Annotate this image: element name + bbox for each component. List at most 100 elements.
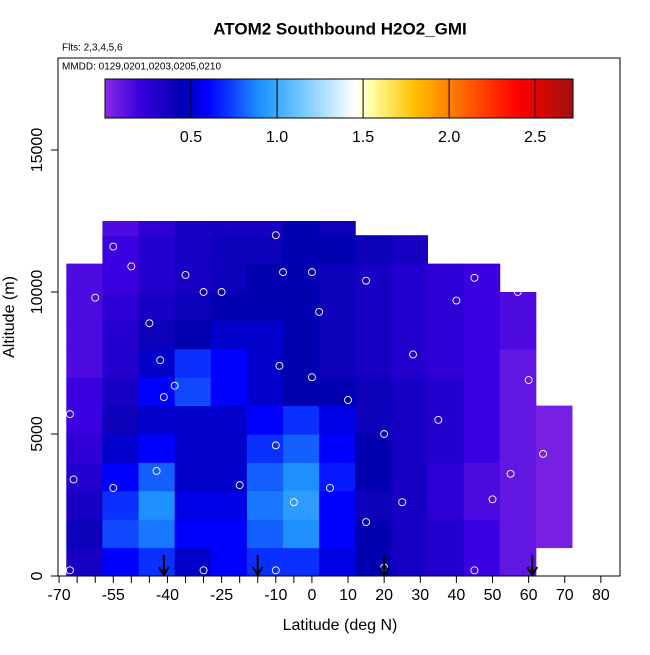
heat-cell [174,519,212,549]
heat-cell [102,377,140,407]
heat-cell [319,405,356,435]
heat-cell [391,462,428,492]
x-tick-label: 80 [592,587,610,604]
colorbar-tick-label: 1.0 [266,129,288,146]
heat-cell [174,462,212,492]
heat-cell [174,377,212,407]
heat-cell [427,547,465,577]
x-tick-label: -40 [156,587,179,604]
sample-point [344,395,352,404]
heat-cell [66,292,103,321]
heat-cell [499,348,537,378]
sample-point [217,288,226,296]
sample-point [326,484,334,492]
heat-cell [102,462,140,492]
heat-cell [210,377,248,407]
heat-cell [391,547,428,577]
x-tick-label: 30 [411,587,429,604]
heat-cell [463,547,501,577]
sample-point [506,469,515,478]
x-tick-label: 40 [447,587,465,604]
sample-point [279,268,287,277]
heat-cell [355,235,392,265]
heat-cell [246,263,284,293]
heat-cell [319,434,356,463]
sample-point [271,441,280,450]
heat-cell [355,292,392,321]
heat-cell [246,462,284,492]
heat-cell [66,490,103,520]
x-tick-label: 0 [307,587,316,604]
y-tick-label: 0 [29,571,46,580]
heat-cell [283,292,320,321]
heat-cell [174,348,212,378]
heat-cell [138,547,176,577]
heat-cell [535,405,573,435]
sample-point [199,566,208,575]
heat-cell [210,235,248,265]
sample-point [235,481,244,490]
heat-cell [138,405,176,435]
heat-cell [283,434,320,463]
x-tick-label: 20 [375,587,393,604]
sample-point [568,555,576,563]
sample-point [315,307,324,316]
heat-cell [319,377,356,407]
sample-point [91,293,100,302]
heat-cell [355,405,392,435]
heat-cell [283,547,320,577]
heat-cell [283,405,320,435]
sample-point [289,498,298,507]
sample-point [452,296,461,305]
heat-cell [66,377,103,407]
heat-cell [283,221,320,236]
heat-cell [391,490,428,520]
heat-cell [427,263,465,293]
heat-cell [463,263,501,293]
heat-cell [246,292,284,321]
x-tick-label: -10 [264,587,287,604]
y-axis-label: Altitude (m) [1,276,18,358]
heat-cell [283,263,320,293]
sample-point [362,276,371,285]
heat-cell [391,292,428,321]
sample-point [65,410,74,419]
heat-cell [427,462,465,492]
heat-cell [210,519,248,549]
heat-cell [210,221,248,236]
heat-cell [391,235,428,265]
heat-cell [355,377,392,407]
heat-cell [463,292,501,321]
heat-cell [66,263,103,293]
heat-cell [535,519,573,549]
heat-cell [66,320,103,350]
sample-point [271,566,280,575]
heat-cell [66,434,103,463]
heat-cell [319,490,356,520]
heat-cell [66,405,103,435]
heat-cell [138,434,176,463]
heat-cell [138,292,176,321]
subtitle: Flts: 2,3,4,5,6 [62,43,123,54]
sample-point [170,381,179,390]
heat-cell [283,348,320,378]
x-tick-label: -25 [210,587,233,604]
heat-cell [102,320,140,350]
heat-cell [319,320,356,350]
heat-cell [138,263,176,293]
heat-cell [138,377,176,407]
heat-cell [102,434,140,463]
heat-cell [319,462,356,492]
heat-cell [463,320,501,350]
arrow [526,555,539,577]
heat-cell [210,292,248,321]
heat-cell [174,235,212,265]
sample-point [307,373,316,382]
heat-cell [174,221,212,236]
heat-cell [246,519,284,549]
heat-cell [210,462,248,492]
heat-cell [355,348,392,378]
heat-cell [138,490,176,520]
heat-cell [427,490,465,520]
